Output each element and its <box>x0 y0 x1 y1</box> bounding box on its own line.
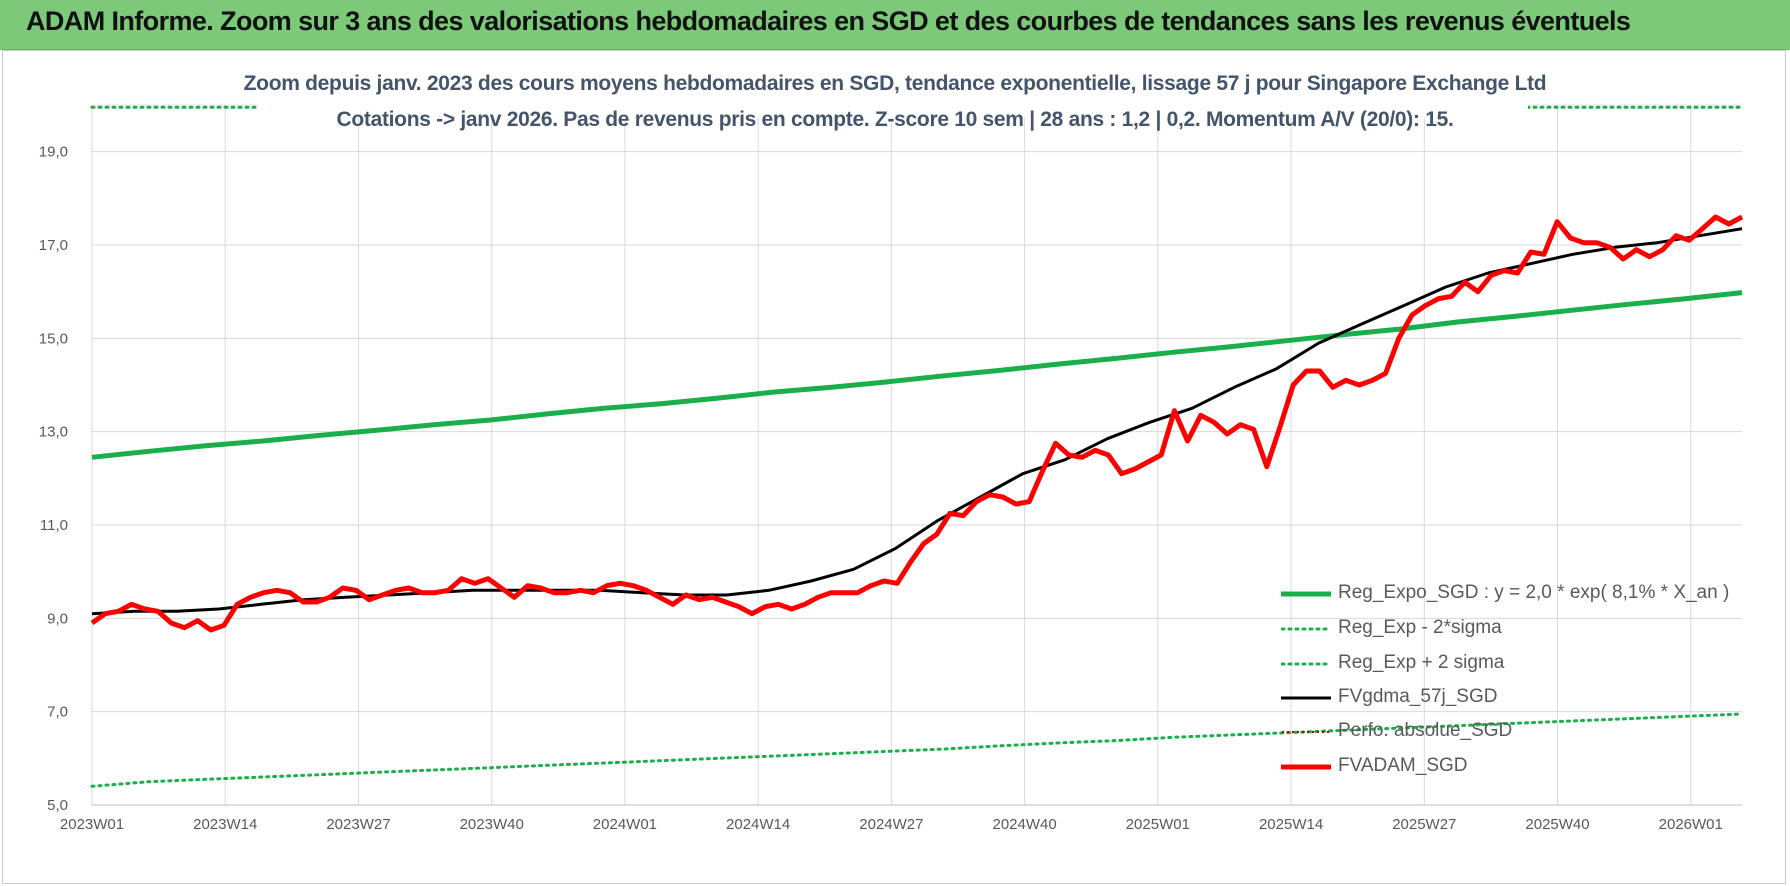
x-tick-label: 2025W01 <box>1126 816 1190 833</box>
chart-title-line-1: Zoom depuis janv. 2023 des cours moyens … <box>243 72 1547 95</box>
title-backdrop <box>258 96 1528 118</box>
legend-swatch-perfo-absolue <box>1282 731 1331 733</box>
legend-label: Reg_Expo_SGD : y = 2,0 * exp( 8,1% * X_a… <box>1338 582 1730 603</box>
x-tick-label: 2025W27 <box>1392 816 1456 833</box>
x-tick-label: 2024W27 <box>859 816 923 833</box>
legend-label: FVgdma_57j_SGD <box>1338 686 1498 707</box>
y-tick-label: 19,0 <box>39 144 68 161</box>
x-tick-label: 2026W01 <box>1659 816 1723 833</box>
x-tick-label: 2023W40 <box>460 816 524 833</box>
y-tick-label: 15,0 <box>39 330 68 347</box>
x-tick-label: 2025W40 <box>1525 816 1589 833</box>
legend-swatch-reg-expo <box>1281 591 1331 597</box>
x-tick-label: 2023W14 <box>193 816 257 833</box>
legend-swatch-reg-exp-minus <box>1281 627 1333 631</box>
chart-title-line-2: Cotations -> janv 2026. Pas de revenus p… <box>336 108 1454 131</box>
y-tick-label: 5,0 <box>47 797 68 814</box>
legend-label: Reg_Exp - 2*sigma <box>1338 617 1502 638</box>
x-tick-label: 2023W01 <box>60 816 124 833</box>
report-banner: ADAM Informe. Zoom sur 3 ans des valoris… <box>0 0 1790 50</box>
series-fvadam-line <box>90 214 1744 633</box>
x-tick-label: 2024W14 <box>726 816 790 833</box>
legend-swatch-fvgdma <box>1281 696 1331 700</box>
legend-swatch-reg-exp-plus <box>1281 662 1333 666</box>
x-tick-label: 2024W40 <box>992 816 1056 833</box>
chart-frame <box>2 50 1786 884</box>
report-title: ADAM Informe. Zoom sur 3 ans des valoris… <box>26 6 1631 36</box>
y-tick-label: 17,0 <box>39 237 68 254</box>
y-tick-label: 11,0 <box>40 517 68 534</box>
legend-swatch-fvadam <box>1281 764 1331 770</box>
series-reg-expo-line <box>91 290 1743 460</box>
legend-label: Perfo. absolue_SGD <box>1338 720 1513 741</box>
x-tick-label: 2024W01 <box>593 816 657 833</box>
legend-label: FVADAM_SGD <box>1338 755 1468 776</box>
y-tick-label: 7,0 <box>47 704 68 721</box>
y-tick-label: 13,0 <box>39 424 68 441</box>
x-tick-label: 2023W27 <box>326 816 390 833</box>
y-tick-label: 9,0 <box>47 610 68 627</box>
x-tick-label: 2025W14 <box>1259 816 1323 833</box>
series-reg-exp-minus-line <box>90 712 1744 788</box>
legend-label: Reg_Exp + 2 sigma <box>1338 652 1505 673</box>
